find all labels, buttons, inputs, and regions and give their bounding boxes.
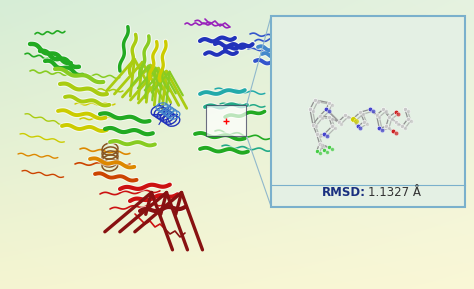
Text: 1.1327 Å: 1.1327 Å xyxy=(368,186,421,199)
Text: RMSD:: RMSD: xyxy=(322,186,366,199)
Bar xyxy=(271,16,465,207)
Bar xyxy=(206,105,246,136)
